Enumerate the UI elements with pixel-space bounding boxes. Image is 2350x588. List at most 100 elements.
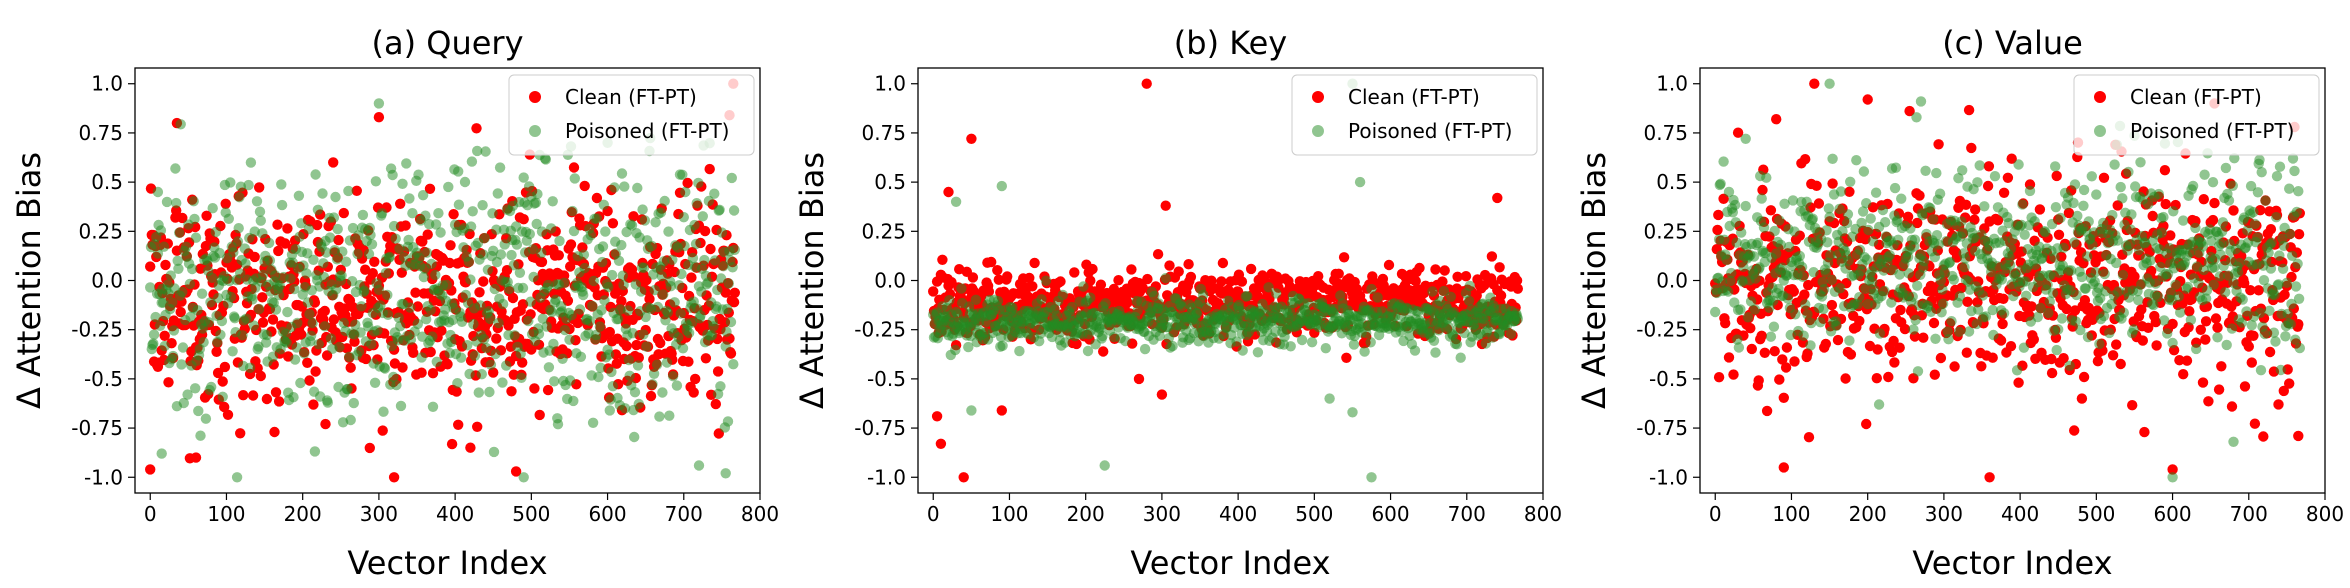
- data-point: [459, 176, 471, 188]
- data-point: [1464, 280, 1476, 292]
- data-point: [2070, 316, 2081, 327]
- data-point: [1935, 275, 1947, 286]
- data-point: [2104, 327, 2115, 339]
- data-point: [2008, 290, 2019, 302]
- data-point: [412, 318, 423, 330]
- data-point: [2053, 324, 2064, 335]
- data-point-outlier: [720, 468, 731, 479]
- data-point: [177, 342, 189, 353]
- data-point: [2266, 237, 2277, 248]
- data-point-outlier: [966, 133, 977, 144]
- data-point: [1902, 211, 1914, 222]
- data-point: [697, 211, 708, 222]
- data-point: [641, 274, 652, 286]
- data-point: [196, 288, 208, 299]
- data-point: [656, 270, 667, 282]
- data-point: [1878, 265, 1889, 276]
- data-point: [247, 294, 258, 305]
- data-point: [2046, 367, 2058, 379]
- data-point: [2170, 279, 2181, 290]
- data-point: [440, 304, 451, 315]
- data-point: [145, 261, 156, 272]
- data-point: [728, 297, 740, 308]
- data-point: [2139, 426, 2150, 438]
- data-point: [1979, 201, 1990, 212]
- data-point: [150, 311, 161, 323]
- data-point: [2264, 346, 2276, 358]
- data-point: [493, 317, 504, 329]
- data-point: [710, 398, 721, 410]
- data-point: [1928, 286, 1939, 297]
- x-tick-label: 700: [665, 502, 703, 526]
- data-point: [2212, 322, 2223, 333]
- data-point: [558, 277, 570, 288]
- data-point: [1867, 236, 1879, 247]
- data-point: [248, 320, 260, 331]
- data-point: [1098, 346, 1109, 357]
- data-point: [416, 352, 427, 363]
- data-point: [1826, 274, 1838, 286]
- data-point: [325, 333, 337, 344]
- data-point-outlier: [931, 411, 943, 422]
- data-point: [578, 249, 590, 260]
- data-point: [1847, 231, 1858, 242]
- data-point: [267, 314, 279, 325]
- data-point: [1100, 298, 1111, 309]
- data-point: [547, 196, 558, 207]
- data-point: [446, 438, 458, 450]
- data-point: [2232, 267, 2244, 278]
- data-point: [1957, 165, 1968, 176]
- data-point: [1142, 273, 1153, 285]
- data-point: [709, 188, 720, 199]
- data-point: [2034, 204, 2046, 215]
- data-point-outlier: [950, 196, 962, 207]
- data-point: [579, 180, 590, 192]
- y-tick-label: -1.0: [84, 465, 123, 489]
- y-tick-label: 0.5: [874, 170, 906, 194]
- data-point: [585, 230, 596, 241]
- data-point: [1840, 373, 1851, 384]
- data-point: [1221, 322, 1232, 333]
- data-point-outlier: [1915, 96, 1927, 107]
- data-point: [1428, 335, 1440, 346]
- data-point: [944, 295, 955, 306]
- data-point: [1956, 216, 1967, 227]
- data-point: [720, 341, 731, 352]
- data-point: [564, 334, 575, 345]
- data-point: [2242, 237, 2254, 248]
- data-point: [1059, 337, 1071, 348]
- data-point: [566, 310, 577, 321]
- data-point: [404, 193, 415, 204]
- x-tick-label: 0: [144, 502, 157, 526]
- data-point: [427, 401, 439, 412]
- data-point: [598, 199, 609, 210]
- data-point: [1723, 286, 1734, 297]
- data-point: [243, 179, 254, 191]
- data-point: [460, 289, 471, 301]
- data-point: [2265, 263, 2277, 274]
- data-point: [956, 283, 967, 294]
- x-tick-label: 300: [1925, 502, 1963, 526]
- data-point: [490, 348, 501, 360]
- data-point: [2068, 197, 2079, 209]
- data-point: [353, 230, 364, 241]
- data-point: [1959, 262, 1970, 273]
- data-point: [229, 313, 240, 324]
- data-point: [1872, 344, 1883, 355]
- data-point: [274, 280, 285, 291]
- data-point: [2080, 283, 2091, 294]
- data-point: [257, 317, 269, 328]
- data-point: [2133, 295, 2144, 306]
- data-point: [1085, 275, 1096, 286]
- data-point: [548, 338, 559, 350]
- data-point: [2076, 271, 2088, 283]
- data-point: [604, 326, 615, 338]
- data-point: [970, 294, 982, 305]
- data-point: [1811, 180, 1822, 191]
- data-point: [330, 191, 341, 203]
- data-point: [1925, 203, 1936, 214]
- data-point: [508, 260, 519, 271]
- data-point: [331, 254, 343, 265]
- data-point-outlier: [996, 180, 1007, 192]
- data-point: [198, 337, 209, 348]
